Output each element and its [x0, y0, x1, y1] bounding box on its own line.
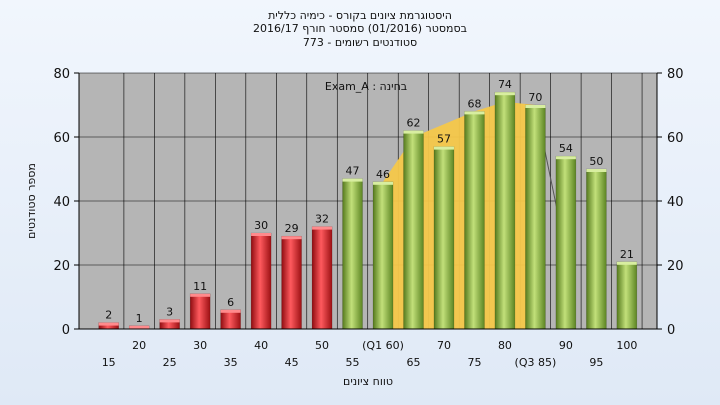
bar-label-15: 2 — [105, 309, 112, 322]
bar-label-90: 54 — [559, 142, 573, 155]
y-tick-label-left: 80 — [53, 67, 70, 82]
bar-45 — [281, 235, 302, 330]
bar-label-20: 1 — [136, 312, 143, 325]
bar-cap-75 — [464, 111, 485, 115]
y-tick-label-right: 40 — [667, 195, 684, 210]
x-tick-label: 40 — [254, 339, 268, 352]
bar-60 — [372, 181, 394, 330]
bar-label-35: 6 — [227, 296, 234, 309]
bar-cap-70 — [433, 146, 454, 150]
bar-label-40: 30 — [254, 219, 268, 232]
bar-label-100: 21 — [620, 248, 634, 261]
bar-85 — [525, 104, 546, 330]
bar-cap-90 — [555, 156, 576, 160]
bar-label-75: 68 — [467, 97, 481, 110]
bar-label-50: 32 — [315, 213, 329, 226]
bar-cap-55 — [342, 178, 363, 182]
bars — [98, 91, 638, 330]
bar-label-45: 29 — [285, 222, 299, 235]
bar-95 — [586, 168, 607, 330]
chart-title-line-2: בסמסטר (01/2016) סמסטר חורף 2016/17 — [253, 22, 467, 35]
bar-cap-30 — [190, 293, 211, 297]
y-tick-label-left: 60 — [53, 131, 70, 146]
bar-label-30: 11 — [193, 280, 207, 293]
bar-cap-45 — [281, 236, 302, 240]
x-tick-label: 35 — [224, 356, 238, 369]
chart-annotation: בחינה : Exam_A — [325, 80, 407, 93]
x-axis-title: טווח ציונים — [343, 375, 393, 388]
y-tick-label-left: 20 — [53, 259, 70, 274]
x-tick-label: 25 — [163, 356, 177, 369]
bar-40 — [250, 232, 272, 330]
bar-75 — [464, 111, 485, 330]
x-tick-label: (Q3 85) — [515, 356, 557, 369]
bar-cap-25 — [159, 319, 180, 323]
bar-cap-85 — [525, 105, 546, 108]
bar-90 — [555, 155, 577, 330]
bar-label-25: 3 — [166, 305, 173, 318]
bar-cap-60 — [373, 181, 394, 185]
x-tick-label: 80 — [498, 339, 512, 352]
x-tick-label: 55 — [346, 356, 360, 369]
bar-55 — [342, 178, 363, 330]
bar-cap-15 — [98, 322, 119, 326]
bar-label-65: 62 — [407, 117, 421, 130]
bar-label-95: 50 — [589, 155, 603, 168]
x-tick-label: 20 — [132, 339, 146, 352]
bar-cap-65 — [403, 130, 424, 134]
bar-cap-40 — [251, 233, 272, 236]
bar-65 — [403, 130, 424, 330]
chart-title-line-3: סטודנטים רשומים - 773 — [302, 36, 418, 49]
y-tick-label-left: 0 — [62, 323, 70, 338]
bar-label-55: 47 — [346, 165, 360, 178]
bar-cap-35 — [220, 309, 241, 313]
y-tick-label-right: 0 — [667, 323, 675, 338]
bar-50 — [311, 226, 333, 330]
x-tick-label: 30 — [193, 339, 207, 352]
x-tick-label: 45 — [285, 356, 299, 369]
y-axis-title: מספר סטודנטים — [25, 163, 38, 239]
bar-70 — [433, 146, 455, 330]
x-tick-label: 100 — [616, 339, 637, 352]
x-tick-label: 70 — [437, 339, 451, 352]
bar-cap-80 — [494, 92, 515, 96]
x-tick-label: 50 — [315, 339, 329, 352]
x-axis: 15 20 25 30 35 40 45 50 55(Q1 60)65 70 75 80(Q3 85)… — [79, 328, 657, 369]
bar-80 — [494, 91, 516, 330]
x-tick-label: 95 — [589, 356, 603, 369]
y-tick-label-right: 20 — [667, 259, 684, 274]
y-axis-left: 0 20 40 60 80 — [53, 67, 80, 338]
x-tick-label: 65 — [407, 356, 421, 369]
bar-cap-20 — [129, 325, 150, 329]
bar-label-70: 57 — [437, 133, 451, 146]
y-tick-label-right: 80 — [667, 67, 684, 82]
x-tick-label: 90 — [559, 339, 573, 352]
bar-30 — [189, 293, 211, 330]
bar-label-80: 74 — [498, 78, 512, 91]
chart-title-line-1: היסטוגרמת ציונים בקורס - כימיה כללית — [268, 9, 452, 22]
y-tick-label-left: 40 — [53, 195, 70, 210]
y-tick-label-right: 60 — [667, 131, 684, 146]
x-tick-label: 15 — [102, 356, 116, 369]
bar-cap-95 — [586, 169, 607, 172]
bar-cap-100 — [616, 261, 637, 265]
y-axis-right: 0 20 40 60 80 — [656, 67, 684, 338]
x-tick-label: (Q1 60) — [362, 339, 404, 352]
bar-label-60: 46 — [376, 168, 390, 181]
bar-label-85: 70 — [528, 91, 542, 104]
bar-cap-50 — [312, 226, 333, 230]
x-tick-label: 75 — [467, 356, 481, 369]
bar-100 — [616, 261, 638, 330]
